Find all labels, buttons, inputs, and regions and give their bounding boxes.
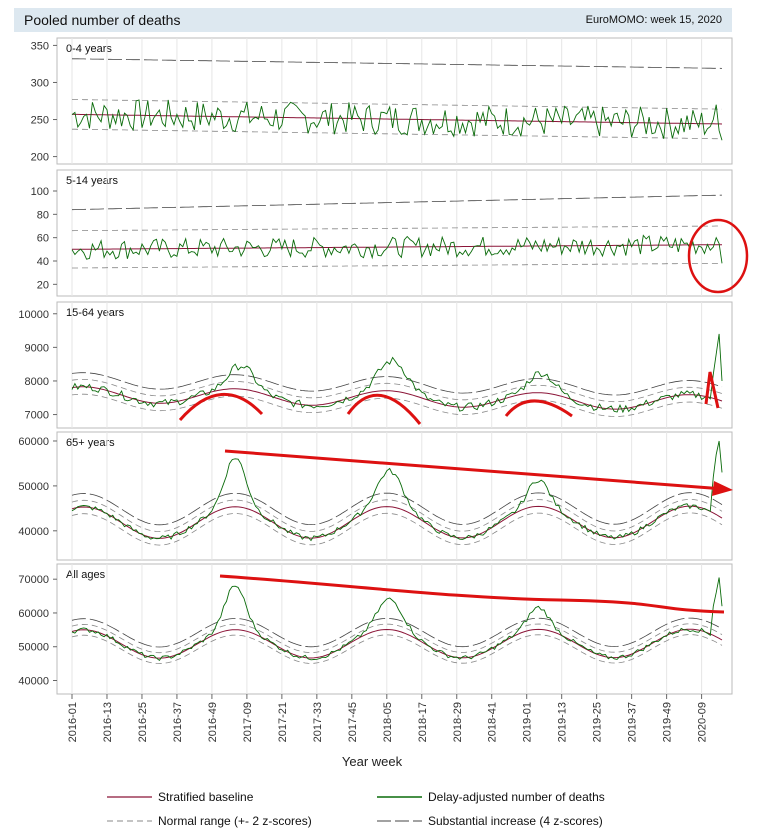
observed-deaths-line [71, 99, 723, 141]
x-tick-label: 2019-25 [592, 702, 604, 742]
x-tick-label: 2016-37 [172, 702, 184, 742]
y-tick-label: 200 [31, 152, 49, 164]
x-tick-label: 2018-41 [487, 702, 499, 742]
observed-deaths-line [71, 333, 723, 414]
x-tick-label: 2020-09 [697, 702, 709, 742]
y-tick-label: 70000 [18, 574, 49, 586]
panel-label: 5-14 years [66, 175, 118, 187]
y-tick-label: 50000 [18, 481, 49, 493]
x-tick-label: 2017-45 [347, 702, 359, 742]
observed-deaths-line [71, 577, 723, 662]
x-tick-label: 2016-25 [137, 702, 149, 742]
chart-subtitle: EuroMOMO: week 15, 2020 [585, 14, 722, 26]
x-tick-label: 2017-21 [277, 702, 289, 742]
y-tick-label: 50000 [18, 642, 49, 654]
y-tick-label: 7000 [25, 410, 49, 422]
substantial-increase-line [72, 58, 723, 69]
chart-title: Pooled number of deaths [24, 12, 181, 28]
baseline-line [71, 386, 723, 410]
panel-frame [56, 37, 733, 165]
x-tick-label: 2018-05 [382, 702, 394, 742]
y-tick-label: 350 [31, 40, 49, 52]
y-tick-label: 40000 [18, 675, 49, 687]
y-tick-label: 40000 [18, 526, 49, 538]
x-tick-label: 2019-13 [557, 702, 569, 742]
x-tick-label: 2017-33 [312, 702, 324, 742]
y-tick-label: 9000 [25, 342, 49, 354]
normal-range-upper [71, 225, 722, 232]
annotation-trend-line [219, 574, 725, 614]
x-tick-label: 2018-17 [417, 702, 429, 742]
y-tick-label: 60000 [18, 608, 49, 620]
legend-observed: Delay-adjusted number of deaths [428, 790, 605, 804]
legend-substantial: Substantial increase (4 z-scores) [428, 814, 603, 828]
normal-range-upper [71, 379, 723, 403]
y-tick-label: 8000 [25, 376, 49, 388]
y-tick-label: 40 [37, 256, 49, 268]
normal-range-lower [72, 262, 723, 269]
y-tick-label: 10000 [18, 309, 49, 321]
annotation-peak-mark [704, 371, 720, 409]
normal-range-upper [71, 623, 723, 654]
normal-range-lower [71, 393, 723, 417]
x-tick-label: 2019-49 [662, 702, 674, 742]
panel-frame [56, 169, 733, 297]
observed-deaths-line [71, 234, 723, 264]
x-tick-label: 2019-01 [522, 702, 534, 742]
y-tick-label: 80 [37, 209, 49, 221]
x-axis-title: Year week [342, 754, 403, 769]
y-tick-label: 250 [31, 115, 49, 127]
substantial-increase-line [71, 492, 723, 526]
y-tick-label: 60000 [18, 436, 49, 448]
x-tick-label: 2016-13 [102, 702, 114, 742]
normal-range-lower [71, 634, 723, 664]
annotation-arrow-line [224, 449, 725, 491]
baseline-line [71, 505, 723, 539]
annotation-peak-mark [178, 392, 264, 421]
y-tick-label: 60 [37, 233, 49, 245]
normal-range-lower [71, 512, 723, 546]
panel-label: 65+ years [66, 437, 115, 449]
observed-deaths-line [71, 440, 723, 542]
panel-label: 0-4 years [66, 43, 112, 55]
normal-range-lower [72, 128, 722, 140]
x-tick-label: 2018-29 [452, 702, 464, 742]
annotation-peak-mark [346, 393, 422, 425]
x-tick-label: 2019-37 [627, 702, 639, 742]
annotation-circle [687, 218, 749, 294]
legend-normal: Normal range (+- 2 z-scores) [158, 814, 312, 828]
normal-range-upper [71, 498, 723, 533]
y-tick-label: 100 [31, 186, 49, 198]
x-tick-label: 2016-01 [67, 702, 79, 742]
legend-baseline: Stratified baseline [158, 790, 254, 804]
substantial-increase-line [71, 372, 723, 396]
y-tick-label: 20 [37, 279, 49, 291]
chart-header: Pooled number of deaths EuroMOMO: week 1… [14, 8, 732, 32]
x-tick-label: 2016-49 [207, 702, 219, 742]
panel-frame [56, 431, 733, 561]
normal-range-upper [71, 99, 723, 110]
substantial-increase-line [71, 194, 723, 211]
substantial-increase-line [71, 617, 723, 648]
x-tick-label: 2017-09 [242, 702, 254, 742]
panel-frame [56, 563, 733, 695]
y-tick-label: 300 [31, 77, 49, 89]
panel-label: All ages [66, 569, 106, 581]
panel-label: 15-64 years [66, 307, 125, 319]
annotation-arrow-head [712, 481, 733, 496]
annotation-peak-mark [504, 399, 573, 418]
